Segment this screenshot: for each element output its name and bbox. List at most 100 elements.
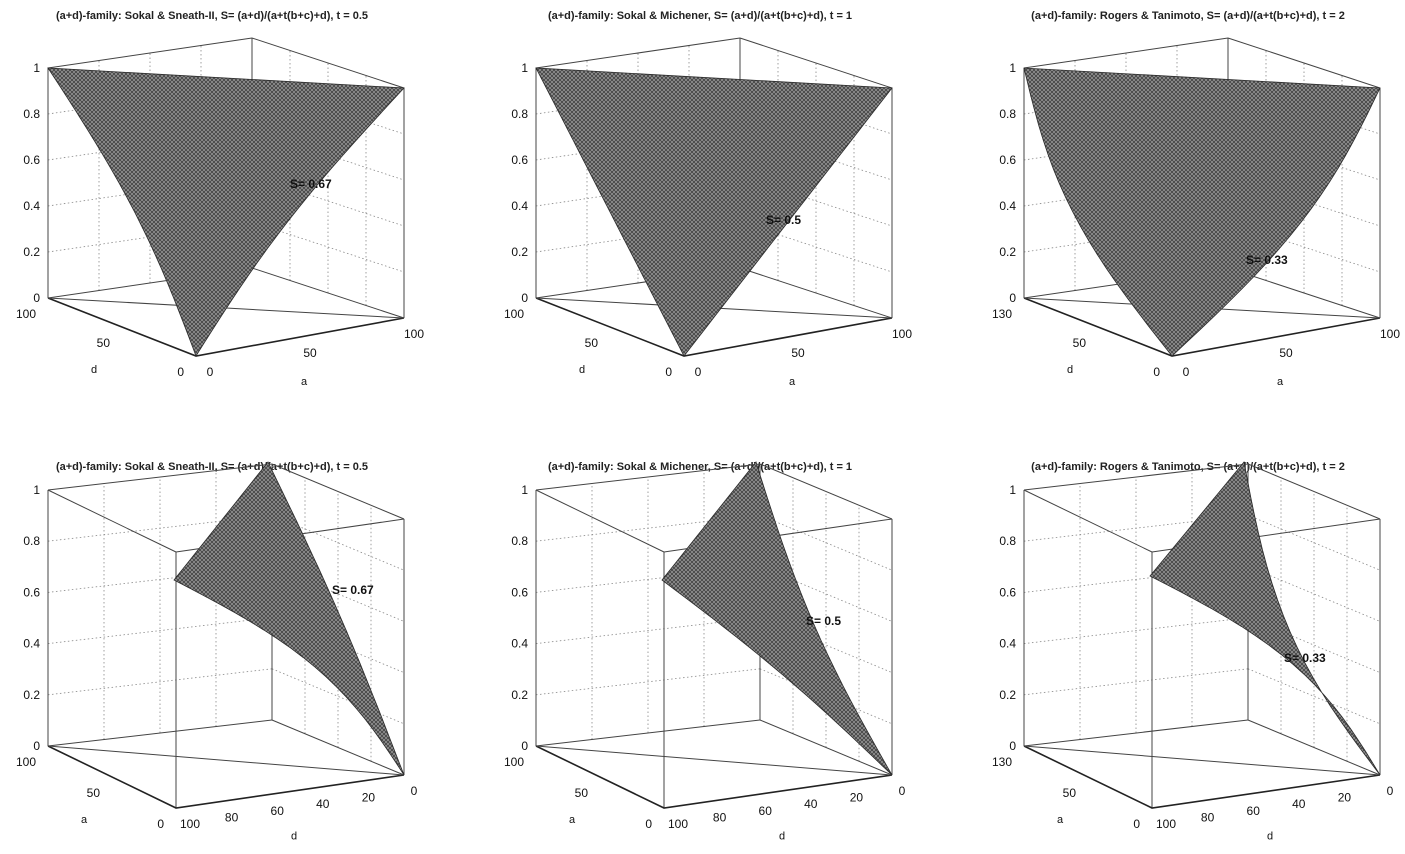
subplot-title: (a+d)-family: Sokal & Michener, S= (a+d)… — [548, 10, 852, 22]
grid-line — [1023, 668, 1249, 696]
grid-line — [535, 668, 761, 696]
z-tick-label: 0.8 — [999, 534, 1016, 548]
x-tick-label: 50 — [97, 336, 111, 350]
x-tick-label: 130 — [992, 755, 1012, 769]
box-edge — [47, 463, 273, 491]
surface-mesh — [173, 461, 405, 776]
grid-line — [1023, 566, 1249, 593]
surface — [661, 461, 893, 776]
x-axis-ticks: 100 50 0 — [16, 755, 164, 831]
z-tick-label: 0 — [33, 291, 40, 305]
grid-line — [47, 668, 273, 696]
y-tick-label: 80 — [713, 810, 727, 824]
x-tick-label: 100 — [504, 307, 524, 321]
surface — [1023, 67, 1381, 357]
y-tick-label: 40 — [804, 797, 818, 811]
y-tick-label: 40 — [1292, 797, 1306, 811]
z-tick-label: 1 — [1009, 61, 1016, 75]
y-axis-label: d — [779, 831, 785, 843]
surface — [173, 461, 405, 776]
y-axis-ticks: 100 80 60 40 20 0 — [180, 784, 418, 831]
x-axis-label: a — [569, 814, 576, 826]
z-tick-label: 0 — [1009, 291, 1016, 305]
floor-edge — [1023, 745, 1381, 809]
y-tick-label: 100 — [1156, 817, 1176, 831]
z-axis-ticks: 0 0.2 0.4 0.6 0.8 1 — [511, 61, 528, 305]
y-tick-label: 50 — [1279, 346, 1293, 360]
x-axis-label: d — [579, 364, 585, 376]
z-axis-ticks: 0 0.2 0.4 0.6 0.8 1 — [23, 483, 40, 753]
z-tick-label: 0.8 — [999, 107, 1016, 121]
y-tick-label: 0 — [1183, 365, 1190, 379]
y-tick-label: 100 — [1380, 327, 1400, 341]
grid-line — [47, 566, 273, 593]
z-tick-label: 0.4 — [999, 637, 1016, 651]
x-tick-label: 0 — [177, 365, 184, 379]
z-axis-ticks: 0 0.2 0.4 0.6 0.8 1 — [999, 61, 1016, 305]
contour-label: S= 0.33 — [1284, 651, 1326, 665]
y-axis-ticks: 100 80 60 40 20 0 — [1156, 784, 1394, 831]
y-tick-label: 50 — [303, 346, 317, 360]
z-tick-label: 0.6 — [23, 585, 40, 599]
x-axis-label: a — [1057, 814, 1064, 826]
y-axis-ticks: 100 80 60 40 20 0 — [668, 784, 906, 831]
y-tick-label: 60 — [271, 804, 285, 818]
subplot-title: (a+d)-family: Sokal & Sneath-II, S= (a+d… — [56, 10, 368, 22]
y-axis-label: d — [1267, 831, 1273, 843]
floor-edge — [47, 745, 405, 809]
y-tick-label: 100 — [180, 817, 200, 831]
x-tick-label: 50 — [1073, 336, 1087, 350]
box-edge — [535, 489, 665, 553]
z-tick-label: 0.2 — [511, 688, 528, 702]
y-tick-label: 20 — [1338, 791, 1352, 805]
x-axis-ticks: 100 50 0 — [504, 307, 672, 379]
grid-line — [1247, 668, 1381, 725]
box-edge — [535, 37, 741, 69]
x-tick-label: 0 — [645, 817, 652, 831]
box-edge — [535, 463, 761, 491]
z-tick-label: 0.8 — [23, 107, 40, 121]
y-tick-label: 50 — [791, 346, 805, 360]
x-tick-label: 100 — [16, 755, 36, 769]
surface — [47, 67, 405, 357]
surface-mesh — [1023, 67, 1381, 357]
box-edge — [1023, 719, 1249, 747]
z-tick-label: 0.8 — [511, 107, 528, 121]
contour-label: S= 0.33 — [1246, 253, 1288, 267]
box-edge — [739, 37, 893, 89]
x-tick-label: 0 — [157, 817, 164, 831]
z-tick-label: 0 — [521, 739, 528, 753]
z-tick-label: 1 — [33, 61, 40, 75]
box-edge — [1023, 37, 1229, 69]
x-axis-ticks: 100 50 0 — [16, 307, 184, 379]
z-tick-label: 1 — [521, 483, 528, 497]
z-tick-label: 0.2 — [511, 245, 528, 259]
subplot-title: (a+d)-family: Rogers & Tanimoto, S= (a+d… — [1031, 10, 1345, 22]
grid-line — [535, 617, 761, 644]
x-axis-ticks: 130 50 0 — [992, 307, 1160, 379]
contour-label: S= 0.5 — [766, 213, 801, 227]
z-tick-label: 1 — [521, 61, 528, 75]
floor-diagonal — [47, 745, 405, 776]
subplot-4: (a+d)-family: Sokal & Sneath-II, S= (a+d… — [16, 461, 418, 843]
z-tick-label: 0.4 — [511, 637, 528, 651]
z-tick-label: 0.4 — [999, 199, 1016, 213]
box-edge — [251, 37, 405, 89]
surface-mesh — [661, 461, 893, 776]
grid-line — [1023, 617, 1249, 644]
y-tick-label: 60 — [759, 804, 773, 818]
subplot-2: (a+d)-family: Sokal & Michener, S= (a+d)… — [504, 10, 912, 388]
y-tick-label: 100 — [668, 817, 688, 831]
z-tick-label: 0.4 — [23, 637, 40, 651]
contour-label: S= 0.67 — [332, 583, 374, 597]
z-tick-label: 0.8 — [511, 534, 528, 548]
x-tick-label: 130 — [992, 307, 1012, 321]
grid-line — [739, 221, 893, 273]
y-tick-label: 0 — [695, 365, 702, 379]
y-axis-label: a — [1277, 376, 1284, 388]
x-tick-label: 0 — [1133, 817, 1140, 831]
grid-lines — [1023, 470, 1381, 762]
box-edge — [759, 463, 893, 520]
z-tick-label: 1 — [1009, 483, 1016, 497]
